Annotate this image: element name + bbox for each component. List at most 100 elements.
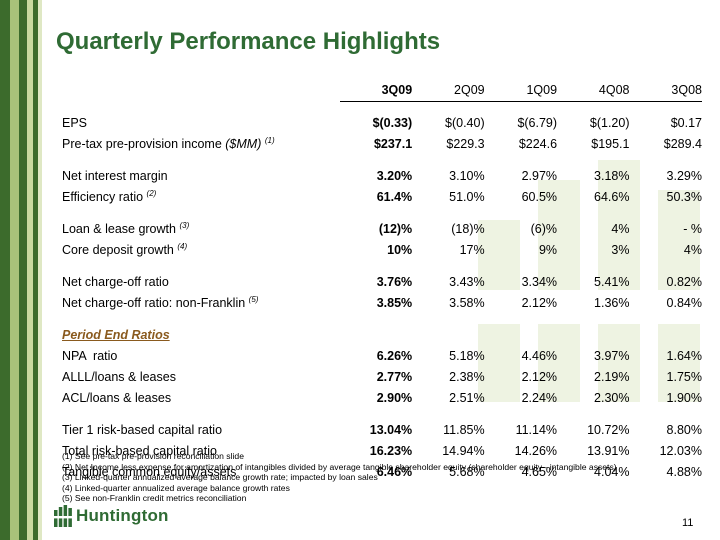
- table-cell: 3.58%: [449, 296, 485, 310]
- table-row: Net charge-off ratio 3.76% 3.43% 3.34% 5…: [62, 272, 702, 293]
- table-cell: 14.26%: [514, 444, 558, 458]
- table-cell: 1.90%: [666, 391, 702, 405]
- table-cell: 3.10%: [449, 169, 485, 183]
- footnote: (4) Linked-quarter annualized average ba…: [62, 482, 290, 493]
- table-cell: 64.6%: [594, 190, 630, 204]
- column-header: 4Q08: [557, 80, 630, 102]
- table-cell: 4%: [683, 243, 702, 257]
- table-cell: $(1.20): [589, 116, 630, 130]
- table-cell: $(0.40): [445, 116, 485, 130]
- table-cell: 4.88%: [666, 465, 702, 479]
- table-row: Pre-tax pre-provision income ($MM) (1) $…: [62, 134, 702, 155]
- table-cell: 2.24%: [521, 391, 558, 405]
- table-cell: 50.3%: [666, 190, 702, 204]
- row-label: ALLL/loans & leases: [62, 370, 176, 384]
- huntington-logo-icon: [54, 505, 72, 527]
- table-cell: $237.1: [373, 137, 413, 151]
- slide-title: Quarterly Performance Highlights: [56, 28, 441, 55]
- table-cell: 2.90%: [376, 391, 413, 405]
- table-row: ACL/loans & leases 2.90% 2.51% 2.24% 2.3…: [62, 388, 702, 409]
- table-cell: 4.46%: [521, 349, 558, 363]
- table-row: NPA ratio 6.26% 5.18% 4.46% 3.97% 1.64%: [62, 346, 702, 367]
- table-cell: $195.1: [591, 137, 630, 151]
- table-cell: $(6.79): [517, 116, 558, 130]
- decorative-side-stripes: [0, 0, 42, 540]
- table-cell: 10%: [387, 243, 413, 257]
- table-cell: 3.18%: [594, 169, 630, 183]
- table-cell: 51.0%: [449, 190, 485, 204]
- table-cell: 2.30%: [594, 391, 630, 405]
- table-cell: - %: [683, 222, 702, 236]
- table-cell: 61.4%: [376, 190, 413, 204]
- table-cell: 2.38%: [449, 370, 485, 384]
- table-row: Loan & lease growth (3) (12)% (18)% (6)%…: [62, 219, 702, 240]
- brand-name: Huntington: [76, 506, 169, 525]
- table-cell: 3.34%: [521, 275, 558, 289]
- row-label: Net charge-off ratio: non-Franklin (5): [62, 294, 259, 310]
- table-cell: 2.12%: [521, 370, 558, 384]
- table-cell: 1.64%: [666, 349, 702, 363]
- table-cell: 2.97%: [521, 169, 558, 183]
- table-cell: 3.20%: [376, 169, 413, 183]
- table-row: EPS $(0.33) $(0.40) $(6.79) $(1.20) $0.1…: [62, 113, 702, 134]
- table-row: Core deposit growth (4) 10% 17% 9% 3% 4%: [62, 240, 702, 261]
- table-cell: $0.17: [670, 116, 702, 130]
- page-number: 11: [682, 517, 694, 529]
- row-label: NPA ratio: [62, 349, 118, 363]
- table-cell: 3.76%: [376, 275, 413, 289]
- table-row: ALLL/loans & leases 2.77% 2.38% 2.12% 2.…: [62, 367, 702, 388]
- table-cell: 10.72%: [587, 423, 630, 437]
- table-row: Net interest margin 3.20% 3.10% 2.97% 3.…: [62, 166, 702, 187]
- table-cell: 8.80%: [666, 423, 702, 437]
- row-label: Efficiency ratio (2): [62, 188, 157, 204]
- table-cell: $224.6: [518, 137, 558, 151]
- row-label: Tier 1 risk-based capital ratio: [62, 423, 223, 437]
- table-cell: 3.43%: [449, 275, 485, 289]
- footnote: (2) Net Income less expense for amortiza…: [62, 461, 617, 472]
- row-label: Net charge-off ratio: [62, 275, 169, 289]
- table-cell: 3.29%: [666, 169, 702, 183]
- table-row: Net charge-off ratio: non-Franklin (5) 3…: [62, 293, 702, 314]
- table-cell: 4.04%: [594, 465, 630, 479]
- table-cell: 11.85%: [443, 423, 485, 437]
- row-label: Core deposit growth (4): [62, 241, 188, 257]
- table-cell: 3%: [611, 243, 630, 257]
- table-cell: 60.5%: [521, 190, 558, 204]
- table-cell: $(0.33): [372, 116, 413, 130]
- section-title: Period End Ratios: [62, 328, 170, 342]
- logo-watermark-icon: [478, 160, 716, 402]
- table-cell: 4.65%: [521, 465, 558, 479]
- column-header: 2Q09: [412, 80, 485, 102]
- table-cell: 6.26%: [376, 349, 413, 363]
- table-row: Tangible common equity/assets 6.46% 5.68…: [62, 462, 702, 483]
- header-blank: [62, 80, 340, 102]
- table-cell: 6.46%: [376, 465, 413, 479]
- table-cell: 2.77%: [376, 370, 413, 384]
- table-cell: 0.84%: [666, 296, 702, 310]
- table-cell: 5.18%: [449, 349, 485, 363]
- table-cell: 11.14%: [515, 423, 558, 437]
- footnote: (1) See pre-tax pre-provision reconcilia…: [62, 451, 244, 461]
- table-cell: 5.41%: [594, 275, 630, 289]
- row-label: Pre-tax pre-provision income ($MM) (1): [62, 135, 275, 151]
- table-cell: (6)%: [530, 222, 558, 236]
- row-label: Loan & lease growth (3): [62, 220, 190, 236]
- table-cell: 3.97%: [594, 349, 630, 363]
- table-cell: 13.04%: [369, 423, 413, 437]
- row-label: EPS: [62, 116, 88, 130]
- table-cell: 5.68%: [449, 465, 485, 479]
- table-row: Efficiency ratio (2) 61.4% 51.0% 60.5% 6…: [62, 187, 702, 208]
- row-label: ACL/loans & leases: [62, 391, 172, 405]
- footnotes: (1) See pre-tax pre-provision reconcilia…: [62, 451, 617, 504]
- footnote: (3) Linked-quarter annualized average ba…: [62, 472, 378, 483]
- performance-table: 3Q09 2Q09 1Q09 4Q08 3Q08 EPS $(0.33) $(0…: [62, 80, 702, 483]
- table-cell: (18)%: [451, 222, 485, 236]
- table-cell: 16.23%: [369, 444, 413, 458]
- table-cell: 13.91%: [587, 444, 630, 458]
- table-cell: 1.36%: [594, 296, 630, 310]
- table-cell: 2.19%: [594, 370, 630, 384]
- table-cell: 9%: [538, 243, 558, 257]
- table-cell: 2.51%: [449, 391, 485, 405]
- row-label: Net interest margin: [62, 169, 168, 183]
- table-cell: 4%: [611, 222, 630, 236]
